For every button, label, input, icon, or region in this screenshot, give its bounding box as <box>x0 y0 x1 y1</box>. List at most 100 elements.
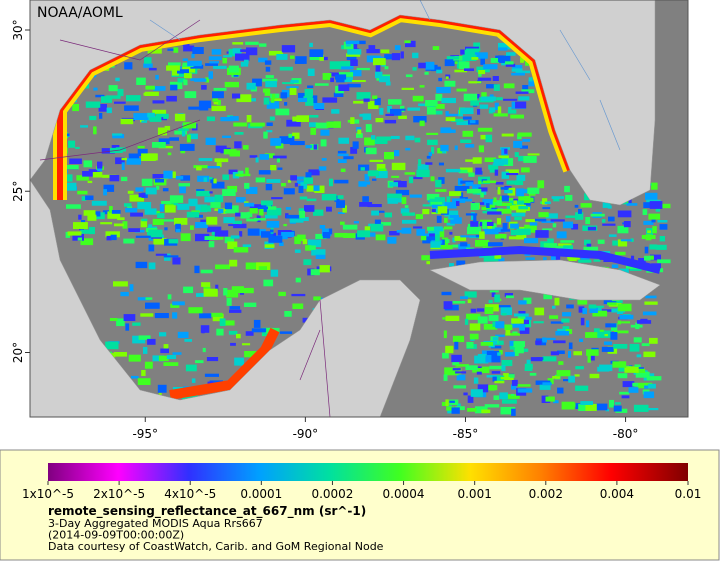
data-speckle <box>269 116 275 121</box>
data-speckle <box>530 357 543 362</box>
data-speckle <box>371 210 379 216</box>
data-speckle <box>232 48 242 55</box>
data-speckle <box>416 228 426 236</box>
data-speckle <box>195 233 210 242</box>
data-speckle <box>66 165 79 170</box>
data-speckle <box>270 96 275 103</box>
data-speckle <box>557 350 565 354</box>
data-speckle <box>445 345 454 354</box>
data-speckle <box>516 174 526 181</box>
data-speckle <box>141 178 153 187</box>
data-speckle <box>196 190 210 197</box>
data-speckle <box>511 408 516 416</box>
data-speckle <box>157 213 165 218</box>
data-speckle <box>352 141 359 149</box>
data-speckle <box>496 375 505 383</box>
data-speckle <box>159 332 167 337</box>
data-speckle <box>413 226 423 229</box>
data-speckle <box>95 94 105 98</box>
data-speckle <box>249 155 258 158</box>
data-speckle <box>131 375 139 379</box>
data-speckle <box>172 301 185 306</box>
data-speckle <box>601 219 606 223</box>
data-speckle <box>294 182 298 187</box>
data-speckle <box>534 307 545 316</box>
data-speckle <box>562 312 572 317</box>
data-speckle <box>356 67 370 71</box>
data-speckle <box>222 189 236 196</box>
data-speckle <box>483 228 499 235</box>
coastal-high <box>429 245 661 274</box>
data-speckle <box>266 207 282 216</box>
legend-line: 3-Day Aggregated MODIS Aqua Rrs667 <box>48 517 263 530</box>
data-speckle <box>138 193 146 198</box>
data-speckle <box>587 355 591 363</box>
data-speckle <box>224 320 235 326</box>
data-speckle <box>376 136 392 141</box>
data-speckle <box>400 51 404 59</box>
data-speckle <box>593 259 601 262</box>
credit: NOAA/AOML <box>37 5 123 21</box>
data-speckle <box>426 155 431 159</box>
data-speckle <box>455 371 467 374</box>
colorbar-label: 2x10^-5 <box>93 487 145 501</box>
data-speckle <box>502 399 517 404</box>
data-speckle <box>115 77 120 82</box>
data-speckle <box>297 234 306 242</box>
data-speckle <box>295 277 301 283</box>
data-speckle <box>195 360 204 364</box>
data-speckle <box>268 235 283 243</box>
data-speckle <box>117 217 125 221</box>
data-speckle <box>182 43 190 46</box>
data-speckle <box>443 301 453 310</box>
data-speckle <box>592 305 604 308</box>
data-speckle <box>242 145 249 150</box>
data-speckle <box>264 244 275 248</box>
data-speckle <box>240 61 249 67</box>
data-speckle <box>199 313 212 319</box>
data-speckle <box>529 222 538 226</box>
data-speckle <box>469 333 479 340</box>
data-speckle <box>141 153 156 161</box>
data-speckle <box>196 293 206 297</box>
data-speckle <box>398 181 407 188</box>
data-speckle <box>452 237 456 243</box>
data-speckle <box>394 150 400 157</box>
data-speckle <box>168 239 179 244</box>
data-speckle <box>454 56 464 60</box>
data-speckle <box>452 359 459 366</box>
data-speckle <box>514 180 524 186</box>
data-speckle <box>451 118 464 122</box>
data-speckle <box>630 324 643 328</box>
data-speckle <box>75 146 80 149</box>
data-speckle <box>373 139 388 144</box>
data-speckle <box>264 60 272 65</box>
data-speckle <box>462 198 472 202</box>
data-speckle <box>264 153 275 158</box>
data-speckle <box>575 366 584 370</box>
data-speckle <box>347 119 352 123</box>
data-speckle <box>550 256 556 263</box>
data-speckle <box>424 71 429 75</box>
data-speckle <box>476 66 490 73</box>
data-speckle <box>246 82 256 90</box>
data-speckle <box>480 57 485 65</box>
data-speckle <box>287 179 292 183</box>
data-speckle <box>114 101 126 104</box>
data-speckle <box>482 180 497 183</box>
data-speckle <box>449 400 455 403</box>
data-speckle <box>525 257 535 260</box>
data-speckle <box>246 186 258 194</box>
data-speckle <box>112 134 125 139</box>
data-speckle <box>83 160 93 168</box>
data-speckle <box>523 297 532 304</box>
data-speckle <box>296 115 309 122</box>
colorbar-label: 0.001 <box>457 487 491 501</box>
data-speckle <box>538 212 549 218</box>
data-speckle <box>575 385 589 391</box>
data-speckle <box>500 377 510 380</box>
data-speckle <box>528 80 535 87</box>
data-speckle <box>483 64 498 70</box>
data-speckle <box>452 301 466 304</box>
data-speckle <box>422 236 436 244</box>
